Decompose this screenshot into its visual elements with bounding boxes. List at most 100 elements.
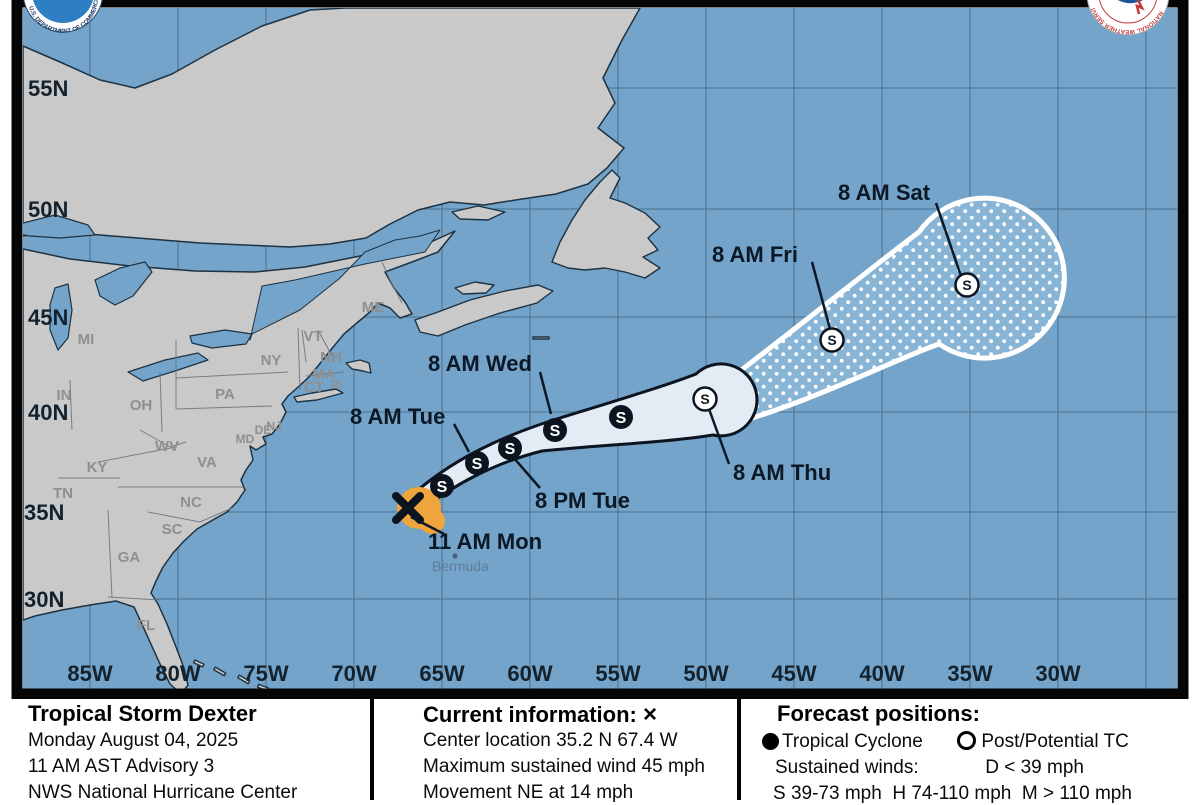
post-tc-legend-icon <box>957 731 977 750</box>
lake-michigan <box>49 283 73 351</box>
current-info-heading: Current information: <box>423 702 637 727</box>
advisory-date: Monday August 04, 2025 <box>28 730 239 751</box>
depression-wind-range: D < 39 mph <box>985 757 1084 778</box>
advisory-info-panel: Tropical Storm Dexter Monday August 04, … <box>0 699 1200 804</box>
state-label: NC <box>180 494 202 511</box>
storm-category-letter: S <box>505 441 516 458</box>
lat-label: 55N <box>28 76 68 101</box>
lat-label: 45N <box>28 305 68 330</box>
forecast-points-tropical-storm: S S S S S <box>430 405 633 498</box>
lake-erie <box>127 352 209 382</box>
state-label: NH <box>320 349 342 366</box>
lat-label: 30N <box>24 587 64 612</box>
lake-huron <box>94 261 153 306</box>
lon-label: 45W <box>771 661 816 686</box>
advisory-number: 11 AM AST Advisory 3 <box>28 756 215 777</box>
island-nova-scotia <box>414 284 554 337</box>
track-label-thu: 8 AM Thu <box>733 460 831 485</box>
state-label: GA <box>118 549 141 566</box>
panel-divider <box>737 699 741 800</box>
latitude-labels: 55N 50N 45N 40N 35N 30N <box>24 76 68 612</box>
state-label: MI <box>78 331 95 348</box>
track-label-fri: 8 AM Fri <box>712 242 798 267</box>
panel-divider <box>370 699 374 800</box>
sustained-winds-row: Sustained winds: D < 39 mph <box>775 757 1084 779</box>
wind-category-ranges: S 39-73 mph H 74-110 mph M > 110 mph <box>773 783 1132 804</box>
track-label-sat: 8 AM Sat <box>838 180 931 205</box>
state-label: TN <box>53 485 73 502</box>
storm-category-letter: S <box>616 410 627 427</box>
issuing-agency: NWS National Hurricane Center <box>28 782 298 803</box>
state-label: CT <box>304 379 324 396</box>
sustained-winds-label: Sustained winds: <box>775 757 919 778</box>
st-lawrence-river <box>249 229 441 341</box>
state-label: PA <box>215 386 235 403</box>
storm-category-letter: S <box>700 391 709 407</box>
state-labels: ME VT NH MA CT RI NY PA NJ DE MD OH WV V… <box>53 299 384 634</box>
lon-label: 60W <box>507 661 552 686</box>
land-us <box>23 230 456 689</box>
state-label: WV <box>155 438 179 455</box>
island-bahamas <box>192 659 205 668</box>
legend-row: Tropical Cyclone Post/Potential TC <box>762 731 1129 753</box>
state-label: IN <box>57 387 72 404</box>
current-position-x-marker <box>392 492 424 524</box>
forecast-cone-inner <box>406 362 759 517</box>
tropical-cyclone-legend-icon <box>762 733 779 750</box>
island-pei <box>454 281 495 295</box>
state-label: MD <box>236 432 255 446</box>
storm-category-letter: S <box>472 456 483 473</box>
lat-label: 35N <box>24 500 64 525</box>
center-location: Center location 35.2 N 67.4 W <box>423 730 678 751</box>
state-label: RI <box>330 378 342 392</box>
island-sable <box>532 336 550 340</box>
state-label: FL <box>137 617 155 634</box>
forecast-cone-outer <box>709 195 1067 431</box>
current-position-x-symbol: × <box>643 701 658 728</box>
lon-label: 65W <box>419 661 464 686</box>
state-label: NJ <box>266 419 281 433</box>
storm-category-letter: S <box>962 277 971 293</box>
lake-superior <box>23 214 96 239</box>
current-position-area <box>397 487 445 534</box>
max-sustained-wind: Maximum sustained wind 45 mph <box>423 756 705 777</box>
lat-label: 50N <box>28 197 68 222</box>
lon-label: 35W <box>947 661 992 686</box>
land-canada <box>23 8 641 248</box>
island-bahamas <box>213 666 227 677</box>
tropical-cyclone-legend-label: Tropical Cyclone <box>782 731 923 752</box>
lat-label: 40N <box>28 400 68 425</box>
state-label: MA <box>312 366 335 383</box>
forecast-positions-title: Forecast positions: <box>777 701 980 726</box>
post-tc-legend-label: Post/Potential TC <box>981 731 1129 752</box>
state-label: OH <box>130 397 153 414</box>
lon-label: 30W <box>1035 661 1080 686</box>
state-borders <box>58 261 403 601</box>
track-time-labels: 8 AM Sat 8 AM Fri 8 AM Thu 8 AM Wed 8 PM… <box>350 180 931 554</box>
state-label: KY <box>87 459 108 476</box>
island-long-island <box>293 388 344 403</box>
lon-label: 70W <box>331 661 376 686</box>
island-newfoundland <box>551 169 661 279</box>
lon-label: 50W <box>683 661 728 686</box>
storm-movement: Movement NE at 14 mph <box>423 782 634 803</box>
current-info-title: Current information: × <box>423 701 657 729</box>
map-frame <box>11 0 1189 700</box>
longitude-labels: 85W 80W 75W 70W 65W 60W 55W 50W 45W 40W … <box>67 661 1080 686</box>
state-label: VT <box>303 328 322 345</box>
track-label-mon: 11 AM Mon <box>428 529 542 554</box>
state-label: VA <box>197 454 217 471</box>
track-label-wed: 8 AM Wed <box>428 351 532 376</box>
cape-cod <box>345 359 372 374</box>
state-label: DE <box>255 423 272 437</box>
storm-category-letter: S <box>550 423 561 440</box>
track-label-tue: 8 AM Tue <box>350 404 445 429</box>
lon-label: 80W <box>155 661 200 686</box>
island-anticosti <box>451 205 506 221</box>
lake-ontario <box>189 329 253 349</box>
state-label: ME <box>362 299 385 316</box>
state-label: SC <box>162 521 183 538</box>
storm-category-letter: S <box>827 332 836 348</box>
